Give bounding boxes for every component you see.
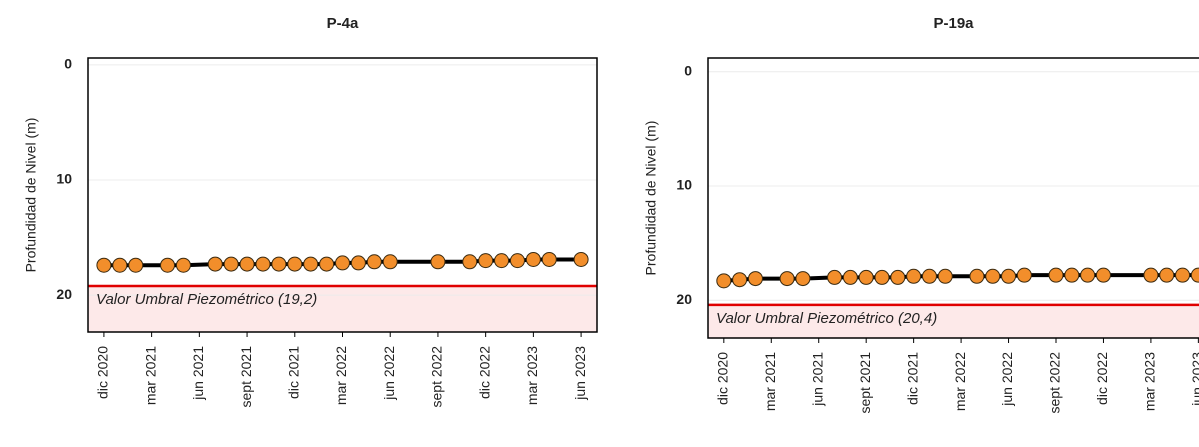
x-tick-label: dic 2022	[476, 346, 492, 399]
data-point	[573, 251, 589, 267]
data-point	[478, 253, 494, 269]
data-point	[1175, 267, 1191, 283]
x-tick-label: dic 2021	[285, 346, 301, 399]
x-tick-label: jun 2022	[999, 352, 1015, 407]
data-point	[494, 253, 510, 269]
x-tick-label: mar 2021	[762, 352, 778, 411]
x-tick-label: jun 2022	[381, 346, 397, 401]
x-tick-label: sept 2022	[429, 346, 445, 408]
data-point	[985, 268, 1001, 284]
data-point	[430, 254, 446, 270]
data-point	[287, 256, 303, 272]
y-axis-label: Profundidad de Nivel (m)	[643, 121, 659, 276]
data-point	[128, 257, 144, 273]
plot-frame	[707, 57, 1199, 339]
chart: P-19a Profundidad de Nivel (m) 0 10 20 Valor …	[643, 15, 1199, 414]
data-point	[732, 272, 748, 288]
data-point	[874, 269, 890, 285]
data-point	[112, 257, 128, 273]
data-point	[1064, 267, 1080, 283]
data-point	[858, 269, 874, 285]
x-tick-label: sept 2021	[857, 352, 873, 414]
data-point	[1159, 267, 1175, 283]
data-point	[271, 256, 287, 272]
data-point	[541, 251, 557, 267]
y-tick-label: 0	[64, 56, 72, 72]
x-tick-label: dic 2021	[904, 352, 920, 405]
threshold-area	[708, 304, 1199, 338]
data-point	[223, 256, 239, 272]
data-point	[890, 269, 906, 285]
data-point	[779, 271, 795, 287]
data-point	[303, 256, 319, 272]
data-point	[255, 256, 271, 272]
data-point	[207, 256, 223, 272]
x-tick-label: mar 2023	[1142, 352, 1158, 411]
data-point	[827, 269, 843, 285]
data-point	[1016, 267, 1032, 283]
data-point	[160, 257, 176, 273]
x-tick-label: mar 2021	[142, 346, 158, 405]
data-point	[906, 268, 922, 284]
x-tick-label: sept 2021	[238, 346, 254, 408]
y-tick-label: 10	[676, 177, 692, 193]
data-point	[969, 268, 985, 284]
chart: P-4a Profundidad de Nivel (m) 0 10 20 Valor U…	[23, 15, 598, 408]
data-point	[1143, 267, 1159, 283]
chart-title: P-4a	[327, 15, 359, 32]
plot-frame	[87, 57, 598, 333]
x-tick-label: dic 2022	[1094, 352, 1110, 405]
data-point	[795, 271, 811, 287]
data-point	[350, 255, 366, 271]
x-tick-label: jun 2021	[190, 346, 206, 401]
x-tick-label: jun 2023	[1189, 352, 1199, 407]
x-tick-label: dic 2020	[715, 352, 731, 405]
data-point	[525, 251, 541, 267]
x-tick-label: mar 2022	[952, 352, 968, 411]
data-point	[1190, 267, 1199, 283]
data-point	[937, 268, 953, 284]
data-line	[723, 273, 1199, 283]
x-tick-label: sept 2022	[1047, 352, 1063, 414]
y-tick-label: 20	[56, 286, 72, 302]
x-tick-label: mar 2022	[333, 346, 349, 405]
data-point	[96, 257, 112, 273]
x-tick-label: mar 2023	[524, 346, 540, 405]
x-tick-label: jun 2023	[572, 346, 588, 401]
y-tick-label: 20	[676, 291, 692, 307]
threshold-area	[88, 285, 597, 332]
data-point	[175, 257, 191, 273]
data-point	[319, 256, 335, 272]
data-point	[747, 271, 763, 287]
threshold-label: Valor Umbral Piezométrico (19,2)	[96, 291, 317, 308]
x-tick-label: dic 2020	[95, 346, 111, 399]
y-tick-label: 10	[56, 171, 72, 187]
data-point	[1001, 268, 1017, 284]
data-point	[366, 254, 382, 270]
data-point	[335, 255, 350, 271]
data-point	[1048, 267, 1064, 283]
data-point	[239, 256, 255, 272]
data-point	[1095, 267, 1111, 283]
y-axis-label: Profundidad de Nivel (m)	[23, 118, 39, 273]
y-tick-label: 0	[684, 62, 692, 78]
data-point	[921, 268, 937, 284]
data-point	[462, 254, 478, 270]
x-tick-label: jun 2021	[809, 352, 825, 407]
data-point	[509, 253, 525, 269]
threshold-label: Valor Umbral Piezométrico (20,4)	[716, 310, 937, 327]
data-point	[382, 254, 398, 270]
data-point	[716, 273, 732, 289]
data-point	[842, 269, 858, 285]
data-point	[1080, 267, 1096, 283]
chart-title: P-19a	[933, 15, 974, 32]
